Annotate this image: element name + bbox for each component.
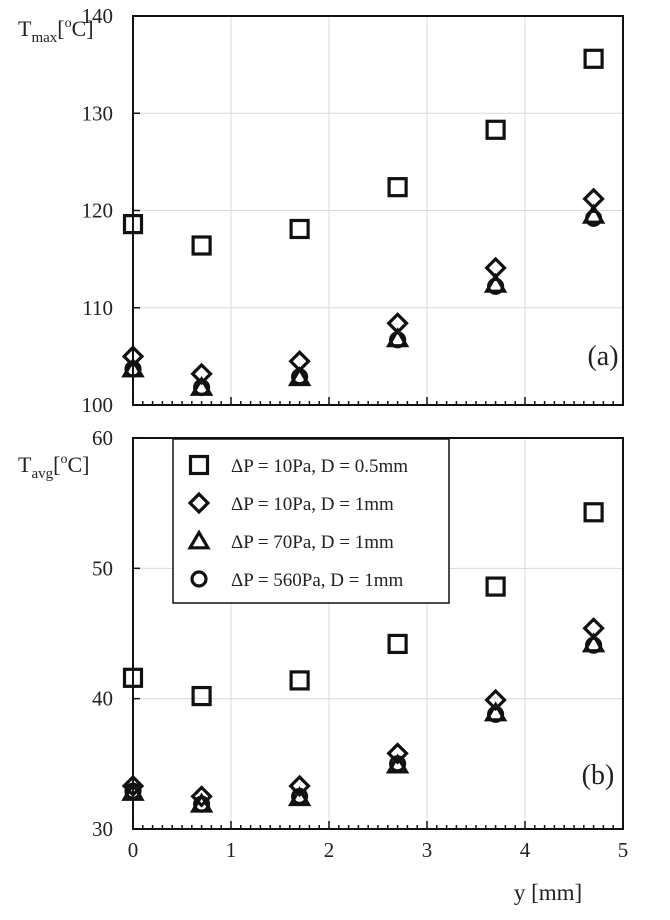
- y-axis-label-part: o: [65, 16, 72, 31]
- x-tick-label: 3: [422, 838, 433, 862]
- data-point-diamond: [121, 774, 145, 798]
- data-point-square: [485, 576, 506, 597]
- data-point-triangle: [483, 272, 508, 293]
- data-point-circle: [291, 787, 309, 805]
- y-axis-label-part: C]: [67, 452, 89, 477]
- y-axis-label-part: max: [31, 30, 57, 46]
- legend-label: ΔP = 70Pa, D = 1mm: [231, 532, 394, 553]
- y-tick-label: 30: [92, 817, 113, 841]
- legend-marker-diamond: [187, 491, 211, 515]
- legend-label: ΔP = 10Pa, D = 0.5mm: [231, 456, 408, 477]
- legend-marker-square: [188, 454, 210, 476]
- data-point-square: [387, 633, 408, 655]
- x-tick-label: 1: [226, 838, 237, 862]
- y-axis-label-part: T: [18, 452, 32, 477]
- data-point-circle: [389, 331, 407, 349]
- data-point-circle: [124, 360, 142, 378]
- data-point-square: [387, 177, 408, 198]
- y-tick-label: 100: [82, 393, 114, 417]
- legend-marker-circle: [190, 570, 208, 588]
- y-tick-label: 110: [82, 296, 113, 320]
- data-point-square: [583, 48, 604, 69]
- y-tick-label: 60: [92, 426, 113, 450]
- data-point-diamond: [121, 345, 145, 368]
- data-point-square: [191, 235, 212, 256]
- y-tick-label: 120: [82, 199, 114, 223]
- series-diamond: [121, 617, 605, 808]
- data-point-square: [191, 685, 212, 707]
- data-point-circle: [291, 368, 309, 386]
- x-tick-label: 4: [520, 838, 531, 862]
- data-point-square: [485, 119, 506, 140]
- data-point-square: [289, 670, 310, 691]
- data-point-square: [289, 218, 310, 240]
- series-circle: [124, 209, 603, 397]
- series-square: [122, 48, 604, 256]
- data-point-diamond: [190, 785, 213, 808]
- data-point-circle: [193, 795, 211, 813]
- y-tick-label: 50: [92, 556, 113, 580]
- x-tick-label: 2: [324, 838, 335, 862]
- series-square: [122, 502, 604, 707]
- data-point-circle: [389, 755, 407, 773]
- data-point-square: [122, 667, 144, 688]
- y-axis-label-part: T: [18, 16, 32, 41]
- y-axis-label-part: o: [60, 452, 67, 467]
- data-point-circle: [585, 209, 603, 227]
- x-tick-label: 5: [618, 838, 629, 862]
- y-axis-label: Tmax[oC]: [18, 16, 94, 46]
- data-point-circle: [124, 782, 142, 800]
- series-triangle: [121, 632, 606, 813]
- y-axis-label-part: [: [53, 452, 60, 477]
- series-diamond: [121, 187, 605, 386]
- data-point-circle: [487, 277, 505, 295]
- y-tick-label: 130: [82, 101, 114, 125]
- panel-label: (b): [582, 760, 615, 791]
- data-point-circle: [487, 705, 505, 723]
- legend-label: ΔP = 560Pa, D = 1mm: [231, 570, 404, 591]
- series-circle: [124, 636, 603, 813]
- data-point-diamond: [386, 742, 409, 765]
- legend-marker-triangle: [187, 529, 211, 550]
- legend-box: [172, 438, 450, 604]
- legend: ΔP = 10Pa, D = 0.5mm ΔP = 10Pa, D = 1mm ΔP…: [172, 438, 450, 604]
- data-point-diamond: [288, 774, 311, 798]
- chart-panel-2: 30 40 50 60 0 1 2 3 4 5 y [mm] Tavg[oC] (b) ΔP = 10Pa…: [18, 426, 628, 905]
- y-axis-label-part: avg: [31, 466, 53, 482]
- data-point-square: [122, 214, 144, 235]
- x-tick-label: 0: [128, 838, 139, 862]
- panel-label: (a): [587, 341, 618, 372]
- series-triangle: [121, 203, 606, 396]
- y-axis-label: Tavg[oC]: [18, 452, 89, 482]
- data-point-circle: [193, 378, 211, 397]
- y-tick-label: 140: [82, 4, 114, 28]
- y-tick-label: 40: [92, 687, 113, 711]
- y-axis-label-part: C]: [72, 16, 94, 41]
- x-axis-label: y [mm]: [514, 880, 582, 905]
- data-point-diamond: [190, 362, 213, 386]
- legend-label: ΔP = 10Pa, D = 1mm: [231, 494, 394, 515]
- data-point-square: [583, 502, 604, 523]
- y-axis-label-part: [: [57, 16, 64, 41]
- data-point-circle: [585, 636, 603, 654]
